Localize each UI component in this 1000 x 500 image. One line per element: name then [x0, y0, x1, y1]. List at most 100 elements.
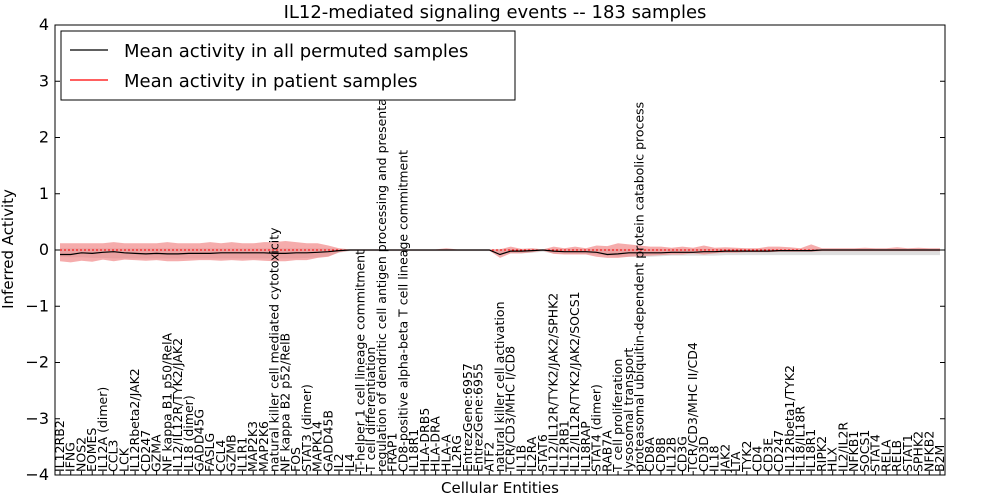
entity-label: STAT3 (dimer)	[299, 384, 314, 472]
entity-label: EntrezGene:6955	[471, 363, 486, 472]
entity-label: CD4	[750, 446, 765, 472]
entity-label: IL12Rbeta2/JAK2	[127, 368, 142, 472]
entity-label: TYK2	[739, 441, 754, 473]
entity-label: IL18	[707, 445, 722, 472]
entity-label: LCK	[116, 447, 131, 472]
entity-label: STAT4 (dimer)	[589, 384, 604, 472]
entity-label: CD8A	[642, 437, 657, 472]
entity-label: IL2	[331, 453, 346, 472]
entity-label: T-helper 1 cell lineage commitment	[353, 250, 368, 473]
entity-label: IL12/IL12R/TYK2/JAK2/SOCS1	[567, 291, 582, 472]
entity-label: CD247	[771, 430, 786, 472]
entity-label: ATF2	[481, 442, 496, 472]
y-tick-label: 1	[39, 184, 49, 203]
entity-label: T cell differentiation	[363, 347, 378, 473]
y-tick-label: −4	[25, 465, 49, 484]
legend-permuted-label: Mean activity in all permuted samples	[124, 41, 468, 62]
patient-mean-line	[60, 249, 940, 256]
entity-label: CCL3	[106, 440, 121, 472]
entity-label: LTA	[728, 451, 743, 472]
entity-label: MAP2K6	[256, 421, 271, 472]
entity-label: IL12RB2	[52, 420, 67, 472]
legend: Mean activity in all permuted samples Me…	[60, 30, 516, 101]
entity-label: RAB7A	[599, 430, 614, 472]
y-axis-label: Inferred Activity	[0, 189, 17, 309]
entity-label: SPHK2	[911, 431, 926, 472]
entity-label: FASLG	[202, 433, 217, 472]
entity-label: RELB	[889, 440, 904, 472]
entity-label: TCR/CD3/MHC I/CD8	[503, 346, 518, 473]
entity-label: B2M	[932, 445, 947, 472]
entity-label: IL12Rbeta1/TYK2	[782, 365, 797, 472]
entity-label: CD8-positive alpha-beta T cell lineage c…	[395, 150, 410, 472]
entity-label: EOMES	[84, 428, 99, 472]
entity-label: GADD45G	[192, 409, 207, 472]
entity-label: CD3E	[760, 438, 775, 472]
entity-label: IL18R1	[406, 429, 421, 472]
entity-label: IL12/IL12R/TYK2/JAK2	[170, 338, 185, 472]
entity-label: IL2/IL2R	[835, 422, 850, 472]
entity-label: GZMB	[224, 434, 239, 472]
entity-label: NFKB2	[921, 431, 936, 472]
entity-label: natural killer cell mediated cytotoxicit…	[267, 227, 282, 472]
entity-label: CCL4	[213, 440, 228, 472]
entity-label: NF kappa B2 p52/RelB	[277, 333, 292, 472]
entity-label: IL12RB1	[556, 420, 571, 472]
entity-label: proteasomal ubiquitin-dependent protein …	[632, 102, 647, 472]
entity-label: IL12B	[664, 437, 679, 472]
x-axis-label: Cellular Entities	[441, 479, 559, 497]
entity-label: HLA-DRB5	[417, 408, 432, 472]
entity-label: CD8B	[653, 437, 668, 472]
chart-title: IL12-mediated signaling events -- 183 sa…	[284, 2, 707, 23]
entity-label: IL18R1	[803, 429, 818, 472]
entity-label: JAK2	[717, 444, 732, 473]
y-tick-label: 4	[39, 15, 49, 34]
entity-label: IL18RAP	[578, 421, 593, 472]
entity-label: NF kappa B1 p50/RelA	[159, 332, 174, 472]
entity-label: RIPK2	[814, 436, 829, 472]
entity-label: NOS2	[74, 437, 89, 472]
legend-box	[60, 30, 516, 101]
entity-label: EntrezGene:6957	[460, 363, 475, 472]
legend-patient-label: Mean activity in patient samples	[124, 71, 418, 92]
entity-label: HLA-A	[438, 434, 453, 472]
entity-label: natural killer cell activation	[492, 301, 507, 472]
entity-label: IFNG	[63, 442, 78, 472]
entity-label: IL1R1	[234, 437, 249, 472]
entity-label: SOCS1	[857, 430, 872, 472]
entity-label: IL18/IL18R	[793, 406, 808, 472]
entity-label: STAT4	[868, 434, 883, 472]
entity-label: HLA-DRA	[428, 416, 443, 472]
entity-label: TCR/CD3/MHC II/CD4	[685, 342, 700, 473]
entity-label: IL2RG	[449, 435, 464, 472]
entity-label: MAP2K3	[245, 421, 260, 472]
entity-label: IL12/IL12R/TYK2/JAK2/SPHK2	[546, 293, 561, 472]
entity-label: CD3G	[674, 436, 689, 472]
entity-label: IL2RA	[524, 436, 539, 472]
entity-label: HLX	[825, 447, 840, 472]
y-tick-label: −2	[25, 353, 49, 372]
entity-label: IL18 (dimer)	[181, 395, 196, 472]
entity-label: RELA	[878, 439, 893, 472]
entity-label: STAT6	[535, 434, 550, 472]
series-lines	[60, 249, 940, 256]
plot-frame	[54, 24, 946, 476]
y-tick-label: 3	[39, 71, 49, 90]
entity-label: STAT1	[900, 434, 915, 472]
y-tick-label: −1	[25, 296, 49, 315]
entity-label: NFKB1	[846, 431, 861, 472]
y-tick-label: 0	[39, 240, 49, 259]
entity-label: GZMA	[149, 434, 164, 472]
entity-label: FOS	[288, 447, 303, 472]
entity-label: CD247	[138, 430, 153, 472]
entity-label: T cell proliferation	[610, 359, 625, 473]
entity-label: lysosomal transport	[621, 348, 636, 472]
y-tick-label: 2	[39, 128, 49, 147]
entity-label: FRAP1	[385, 433, 400, 472]
entity-label: CD3D	[696, 436, 711, 472]
entity-label: IL4	[342, 453, 357, 472]
entity-label: IL12A (dimer)	[95, 387, 110, 472]
entity-label: MAPK14	[310, 421, 325, 472]
